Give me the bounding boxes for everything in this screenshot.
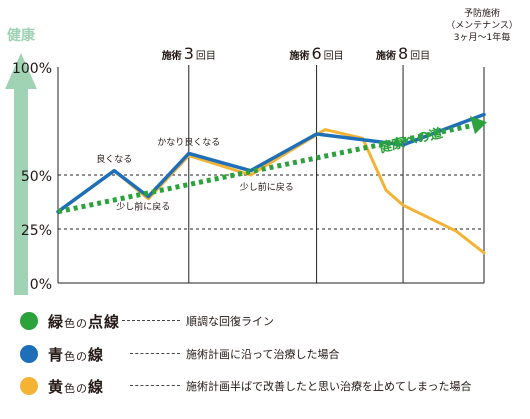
legend-leader-line — [122, 320, 180, 321]
legend-dot-blue — [20, 345, 38, 363]
legend-name-end: 線 — [88, 378, 105, 396]
treatment-label-suffix: 回目 — [196, 50, 216, 62]
treatment-label-suffix: 回目 — [324, 50, 344, 62]
treatment-label-3: 施術 8 回目 — [376, 44, 430, 63]
legend-name-middle: 色の — [64, 382, 89, 395]
legend-name-color: 緑 — [48, 313, 65, 331]
legend-description-yellow: 施術計画半ばで改善したと思い治療を止めてしまった場合 — [186, 380, 472, 393]
series-group — [56, 112, 487, 255]
treatment-label-number: 6 — [311, 44, 321, 63]
y-tick-label: 0% — [30, 277, 52, 293]
legend-dot-green — [20, 312, 38, 330]
legend-name-middle: 色の — [64, 350, 89, 363]
legend-leader-line — [130, 385, 180, 386]
treatment-label-number: 3 — [184, 44, 194, 63]
annotation-label: 良くなる — [96, 153, 132, 165]
maintenance-label-line: （メンテナンス） — [446, 20, 518, 31]
health-arrow-shaft — [14, 88, 28, 295]
legend-name-blue: 青色の線 — [48, 344, 104, 365]
legend-row-green: 緑色の点線 順調な回復ライン — [0, 310, 530, 332]
treatment-label-2: 施術 6 回目 — [289, 44, 343, 63]
health-arrow-head — [5, 53, 37, 89]
legend-name-color: 青 — [48, 346, 65, 364]
maintenance-label-line: 3ヶ月〜1年毎 — [454, 31, 510, 43]
legend-name-end: 点線 — [88, 313, 121, 331]
series-green-line — [57, 122, 475, 215]
annotation-label: 少し前に戻る — [240, 181, 294, 193]
y-tick-label: 50% — [21, 169, 52, 185]
maintenance-label-line: 予防施術 — [464, 7, 500, 19]
legend-name-color: 黄 — [48, 378, 65, 396]
y-tick-label: 100% — [12, 61, 52, 77]
treatment-label-prefix: 施術 — [162, 49, 182, 62]
annotation-label: 少し前に戻る — [116, 201, 170, 213]
label-group: 施術 3 回目 施術 6 回目 施術 8 回目予防施術（メンテナンス）3ヶ月〜1年毎良くなる少し… — [96, 7, 518, 213]
annotation-health-road: 健康への道 — [377, 125, 444, 156]
legend-row-yellow: 黄色の線 施術計画半ばで改善したと思い治療を止めてしまった場合 — [0, 375, 530, 397]
series-green-arrowhead — [470, 116, 487, 135]
treatment-label-suffix: 回目 — [410, 50, 430, 62]
legend-dot-yellow — [20, 377, 38, 395]
treatment-label-prefix: 施術 — [376, 49, 396, 62]
legend-name-yellow: 黄色の線 — [48, 376, 104, 397]
legend-description-green: 順調な回復ライン — [186, 315, 274, 328]
legend-row-blue: 青色の線 施術計画に沿って治療した場合 — [0, 343, 530, 365]
y-axis-title: 健康 — [7, 27, 36, 44]
legend-name-end: 線 — [88, 346, 105, 364]
treatment-label-prefix: 施術 — [289, 49, 309, 62]
annotation-label: かなり良くなる — [157, 136, 220, 148]
grid-group: 100% 50% 25% 0% — [12, 61, 485, 293]
treatment-label-number: 8 — [398, 44, 408, 63]
treatment-label-1: 施術 3 回目 — [162, 44, 216, 63]
legend-leader-line — [130, 353, 180, 354]
legend-name-middle: 色の — [64, 317, 89, 330]
y-axis-group: 健康 — [5, 27, 37, 295]
y-tick-label: 25% — [21, 223, 52, 239]
legend-name-green: 緑色の点線 — [48, 311, 120, 332]
legend-description-blue: 施術計画に沿って治療した場合 — [186, 348, 340, 361]
